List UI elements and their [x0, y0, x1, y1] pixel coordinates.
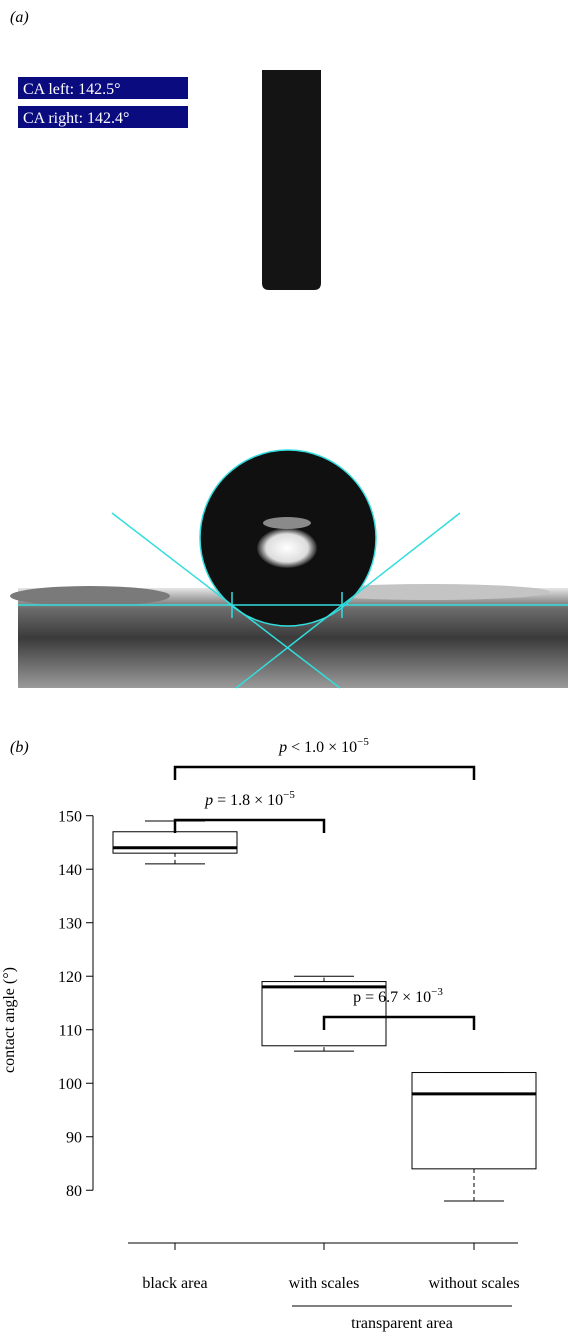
- needle: [262, 70, 321, 290]
- p-text: = 6.7 × 10: [361, 989, 431, 1006]
- x-tick-label: with scales: [289, 1275, 360, 1292]
- figure: (a) CA left: 142.5° CA right: 142.4° (b)…: [0, 0, 568, 1334]
- p-symbol: p: [278, 739, 287, 756]
- p-value: p = 6.7 × 10−3: [353, 986, 443, 1006]
- y-tick-label: 130: [58, 916, 82, 933]
- annotation: CA right: 142.4°: [23, 110, 129, 127]
- y-tick-label: 140: [58, 862, 82, 879]
- y-tick-label: 100: [58, 1076, 82, 1093]
- annotation: CA left: 142.5°: [23, 81, 121, 98]
- p-text: < 1.0 × 10: [287, 739, 357, 756]
- p-value: p < 1.0 × 10−5: [278, 736, 369, 756]
- y-tick-label: 150: [58, 809, 82, 826]
- y-axis-label: contact angle (°): [1, 967, 18, 1073]
- x-tick-label: black area: [142, 1275, 207, 1292]
- p-exponent: −5: [283, 789, 295, 801]
- y-tick-label: 120: [58, 969, 82, 986]
- x-tick-label: without scales: [428, 1275, 519, 1292]
- panel-label: (a): [10, 9, 29, 26]
- p-value: p = 1.8 × 10−5: [204, 789, 295, 809]
- group-label: transparent area: [351, 1315, 453, 1332]
- bracket: [324, 1017, 474, 1030]
- panel-label: (b): [10, 739, 29, 756]
- box: [412, 1073, 536, 1169]
- ground-texture: [10, 586, 170, 606]
- y-tick-label: 90: [66, 1130, 82, 1147]
- droplet-highlight: [263, 517, 311, 529]
- y-tick-label: 80: [66, 1183, 82, 1200]
- box: [113, 832, 237, 853]
- p-text: = 1.8 × 10: [213, 792, 283, 809]
- p-symbol: p: [204, 792, 213, 809]
- bracket: [175, 820, 324, 833]
- p-exponent: −5: [357, 736, 369, 748]
- droplet-highlight: [257, 528, 317, 568]
- p-exponent: −3: [431, 986, 443, 998]
- p-symbol: p: [353, 989, 361, 1006]
- y-tick-label: 110: [59, 1023, 82, 1040]
- photo: CA left: 142.5° CA right: 142.4°: [10, 70, 568, 688]
- bracket: [175, 767, 474, 780]
